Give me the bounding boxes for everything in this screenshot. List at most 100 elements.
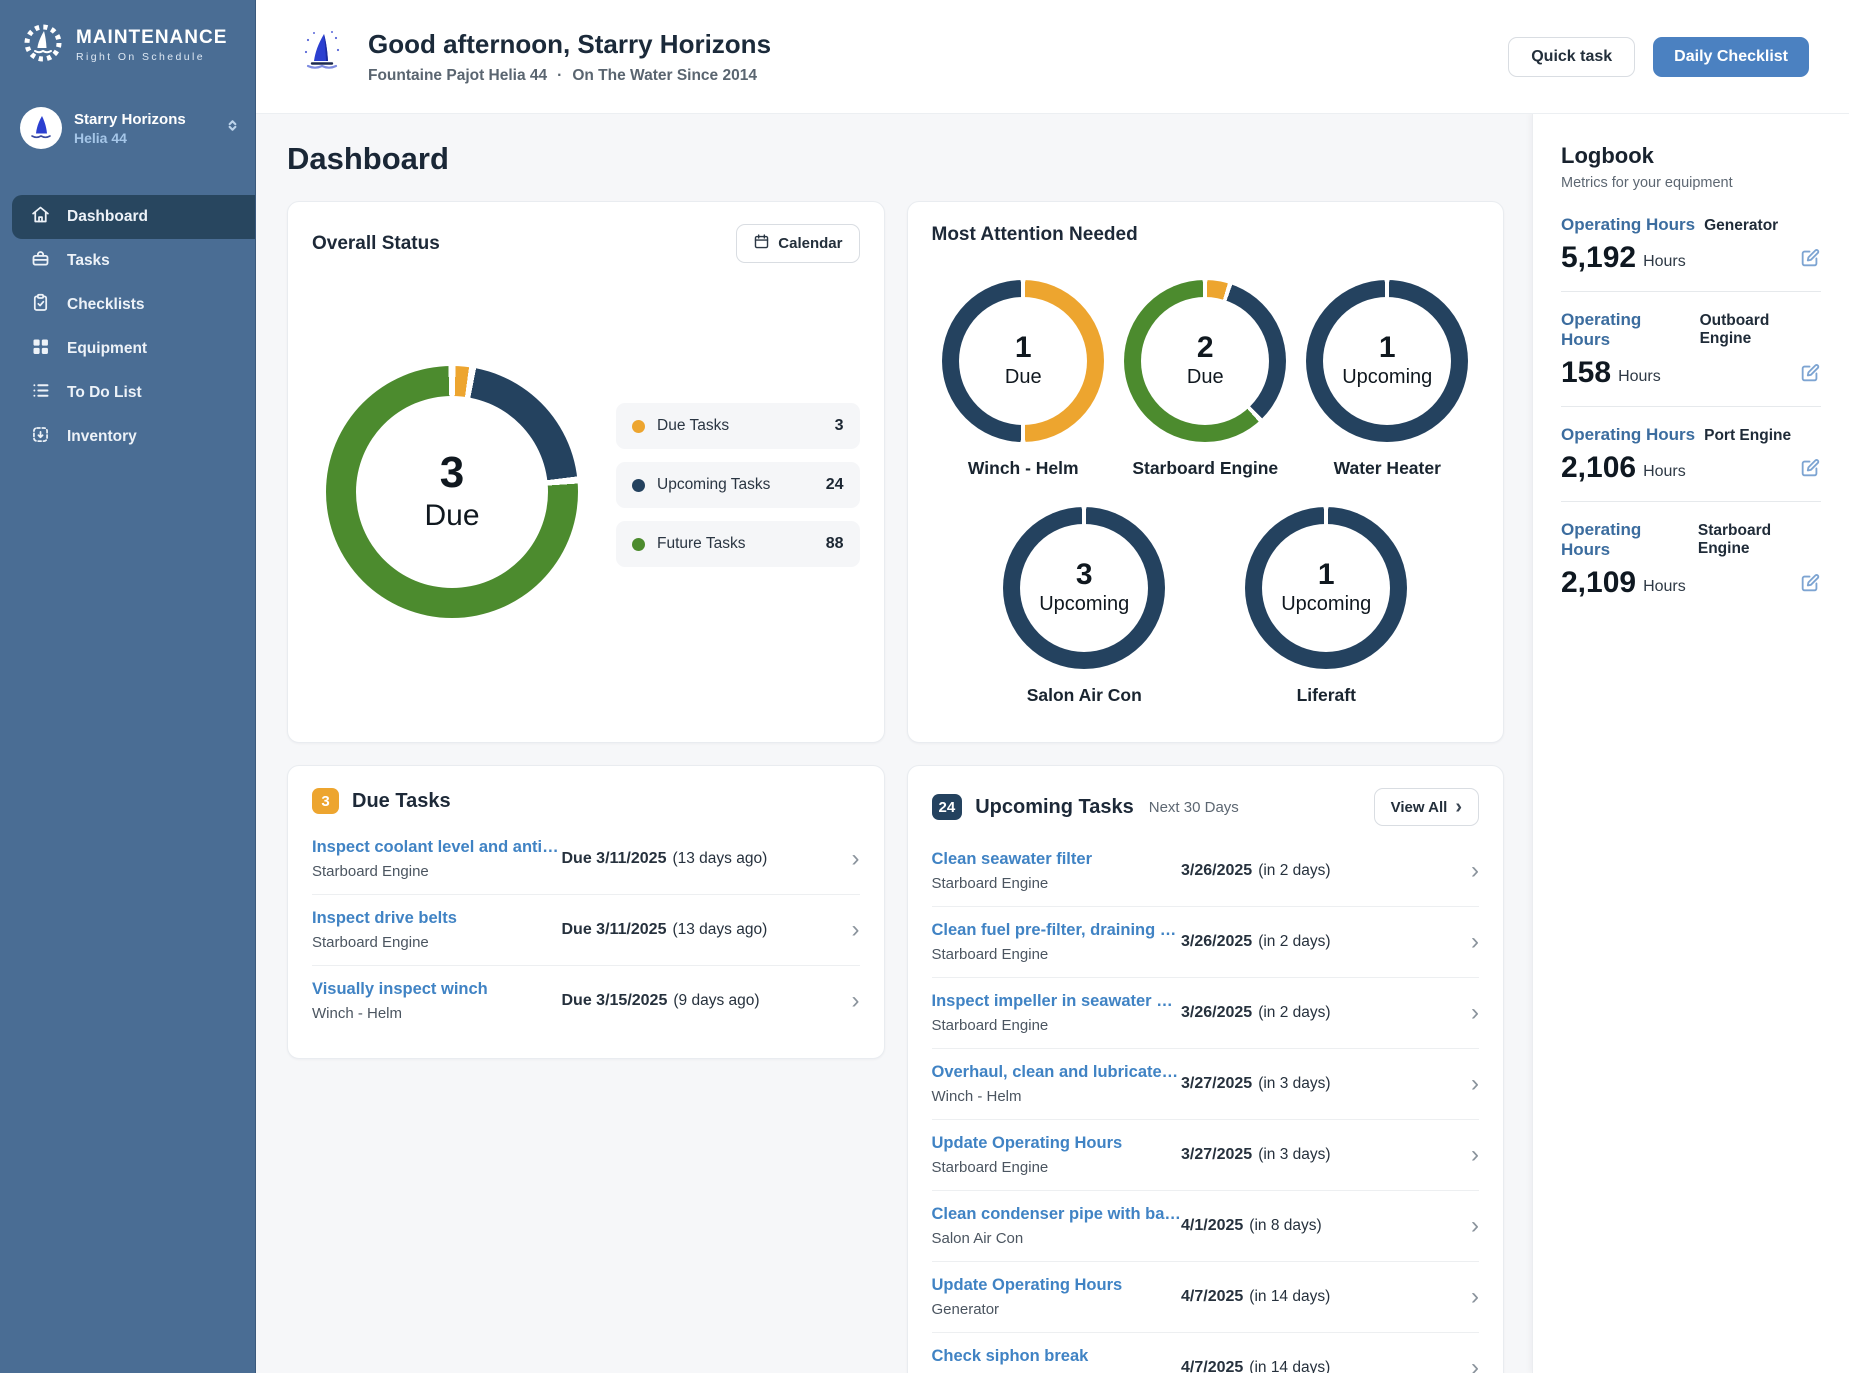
top-header: Good afternoon, Starry Horizons Fountain…	[256, 0, 1849, 113]
boat-profile-switcher[interactable]: Starry Horizons Helia 44	[20, 107, 241, 149]
task-row[interactable]: Inspect impeller in seawater pump Starbo…	[931, 977, 1479, 1048]
legend-label: Due Tasks	[657, 417, 730, 434]
avatar	[20, 107, 62, 149]
task-equipment: Starboard Engine	[931, 1017, 1049, 1034]
task-row[interactable]: Inspect coolant level and antifreeze ...…	[312, 824, 860, 894]
status-legend: Due Tasks 3 Upcoming Tasks 24	[616, 403, 860, 580]
equipment-name: Water Heater	[1333, 458, 1441, 478]
edit-icon[interactable]	[1799, 362, 1821, 384]
attention-count: 1	[1317, 558, 1335, 591]
task-link[interactable]: Inspect drive belts	[312, 909, 457, 927]
chevron-right-icon[interactable]	[1461, 1214, 1479, 1238]
calendar-button[interactable]: Calendar	[736, 224, 860, 263]
equipment-attention-item[interactable]: 2 Due Starboard Engine	[1120, 280, 1290, 479]
sidebar-item-dashboard[interactable]: Dashboard	[12, 195, 255, 239]
upcoming-count-badge: 24	[931, 794, 963, 820]
task-row[interactable]: Inspect drive belts Starboard Engine Due…	[312, 894, 860, 965]
inventory-box-icon	[30, 424, 51, 450]
sidebar-item-tasks[interactable]: Tasks	[12, 239, 255, 283]
metric-unit: Hours	[1643, 463, 1686, 480]
attention-count: 1	[1014, 331, 1032, 364]
task-row[interactable]: Check siphon break Generator 4/7/2025(in…	[931, 1332, 1479, 1373]
equipment-name: Liferaft	[1296, 685, 1356, 705]
chevron-right-icon[interactable]	[1461, 1285, 1479, 1309]
equipment-attention-item[interactable]: 1 Upcoming Liferaft	[1241, 507, 1411, 706]
logbook-entry: Operating Hours Outboard Engine 158 Hour…	[1561, 291, 1821, 388]
sidebar-item-equipment[interactable]: Equipment	[12, 327, 255, 371]
task-link[interactable]: Clean condenser pipe with barnacle ...	[931, 1205, 1182, 1223]
clipboard-check-icon	[30, 292, 51, 318]
task-link[interactable]: Visually inspect winch	[312, 980, 488, 998]
logbook-entries: Operating Hours Generator 5,192 Hours	[1561, 215, 1821, 598]
equipment-attention-item[interactable]: 1 Due Winch - Helm	[938, 280, 1108, 479]
edit-icon[interactable]	[1799, 572, 1821, 594]
task-link[interactable]: Update Operating Hours	[931, 1134, 1123, 1152]
view-all-button[interactable]: View All	[1373, 788, 1479, 826]
daily-checklist-button[interactable]: Daily Checklist	[1653, 36, 1809, 77]
overall-status-title: Overall Status	[312, 232, 440, 254]
chevron-right-icon[interactable]	[842, 989, 860, 1013]
attention-count: 3	[1075, 558, 1093, 591]
chevron-right-icon[interactable]	[1461, 1072, 1479, 1096]
chevron-right-icon[interactable]	[1461, 859, 1479, 883]
task-link[interactable]: Clean fuel pre-filter, draining water...	[931, 921, 1182, 939]
grid-icon	[30, 336, 51, 362]
due-tasks-list: Inspect coolant level and antifreeze ...…	[312, 824, 860, 1036]
dashboard-main: Dashboard Overall Status	[256, 113, 1532, 1373]
task-equipment: Starboard Engine	[312, 934, 429, 951]
attention-status: Upcoming	[1281, 593, 1372, 615]
task-equipment: Winch - Helm	[312, 1005, 403, 1022]
attention-status: Due	[1186, 366, 1224, 388]
task-row[interactable]: Visually inspect winch Winch - Helm Due …	[312, 965, 860, 1036]
task-due-date: 4/7/2025 (in 14 days)	[1181, 1359, 1331, 1373]
equipment-attention-item[interactable]: 1 Upcoming Water Heater	[1302, 280, 1472, 479]
edit-icon[interactable]	[1799, 457, 1821, 479]
attention-count: 1	[1378, 331, 1396, 364]
task-equipment: Winch - Helm	[931, 1088, 1022, 1105]
task-link[interactable]: Clean seawater filter	[931, 850, 1093, 868]
metric-label: Operating Hours	[1561, 310, 1642, 349]
sidebar-item-todo-list[interactable]: To Do List	[12, 371, 255, 415]
chevron-right-icon[interactable]	[1461, 1356, 1479, 1373]
attention-count: 2	[1196, 331, 1214, 364]
attention-status: Upcoming	[1039, 593, 1130, 615]
task-link[interactable]: Inspect impeller in seawater pump	[931, 992, 1182, 1010]
task-link[interactable]: Inspect coolant level and antifreeze ...	[312, 838, 562, 856]
edit-icon[interactable]	[1799, 247, 1821, 269]
task-link[interactable]: Update Operating Hours	[931, 1276, 1123, 1294]
logbook-entry: Operating Hours Port Engine 2,106 Hours	[1561, 406, 1821, 483]
task-row[interactable]: Clean condenser pipe with barnacle ... S…	[931, 1190, 1479, 1261]
chevron-right-icon[interactable]	[842, 847, 860, 871]
quick-task-button[interactable]: Quick task	[1508, 36, 1636, 77]
sidebar-item-checklists[interactable]: Checklists	[12, 283, 255, 327]
chevron-right-icon[interactable]	[1461, 930, 1479, 954]
legend-label: Upcoming Tasks	[657, 476, 771, 493]
metric-value: 158	[1561, 356, 1612, 389]
legend-dot	[632, 419, 645, 433]
donut-center-value: 3	[439, 447, 465, 497]
equipment-attention-item[interactable]: 3 Upcoming Salon Air Con	[999, 507, 1169, 706]
user-name: Starry Horizons	[74, 110, 186, 128]
upcoming-tasks-subtitle: Next 30 Days	[1148, 798, 1239, 816]
task-equipment: Starboard Engine	[931, 1159, 1049, 1176]
task-row[interactable]: Overhaul, clean and lubricate winch Winc…	[931, 1048, 1479, 1119]
chevron-right-icon[interactable]	[842, 918, 860, 942]
task-link[interactable]: Overhaul, clean and lubricate winch	[931, 1063, 1182, 1081]
task-row[interactable]: Update Operating Hours Generator 4/7/202…	[931, 1261, 1479, 1332]
sidebar: MAINTENANCE Right On Schedule Starry Hor…	[0, 0, 256, 1373]
sidebar-item-inventory[interactable]: Inventory	[12, 415, 255, 459]
metric-equipment: Outboard Engine	[1699, 312, 1770, 347]
upcoming-tasks-title: Upcoming Tasks	[975, 795, 1134, 818]
chevron-right-icon[interactable]	[1461, 1143, 1479, 1167]
greeting-title: Good afternoon, Starry Horizons	[368, 28, 772, 59]
task-equipment: Starboard Engine	[931, 946, 1049, 963]
task-row[interactable]: Clean fuel pre-filter, draining water...…	[931, 906, 1479, 977]
task-row[interactable]: Clean seawater filter Starboard Engine 3…	[932, 836, 1480, 906]
task-link[interactable]: Check siphon break	[931, 1347, 1089, 1365]
chevron-right-icon[interactable]	[1461, 1001, 1479, 1025]
task-row[interactable]: Update Operating Hours Starboard Engine …	[931, 1119, 1479, 1190]
metric-equipment: Port Engine	[1704, 427, 1792, 444]
legend-item: Due Tasks 3	[616, 403, 860, 449]
legend-value: 24	[825, 476, 844, 493]
